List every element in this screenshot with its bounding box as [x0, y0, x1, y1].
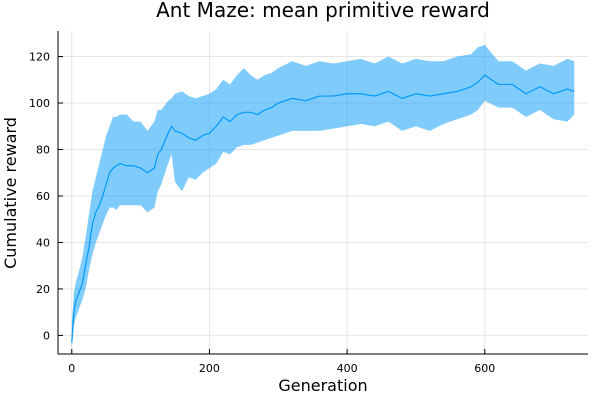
y-tick-label: 100: [29, 97, 50, 110]
y-axis-label: Cumulative reward: [1, 117, 20, 269]
x-tick-label: 0: [68, 362, 75, 375]
mean-line: [71, 74, 575, 343]
x-tick-label: 600: [474, 362, 495, 375]
tick-labels: 0 200 400 600 0 20 40 60 80 100 120: [29, 51, 495, 375]
y-tick-label: 0: [43, 329, 50, 342]
x-tick-label: 400: [337, 362, 358, 375]
x-tick-label: 200: [199, 362, 220, 375]
x-axis-label: Generation: [278, 376, 367, 395]
y-tick-label: 60: [36, 190, 50, 203]
axes: [57, 31, 588, 355]
y-tick-label: 120: [29, 51, 50, 64]
confidence-band-layer: [71, 44, 575, 350]
chart-title: Ant Maze: mean primitive reward: [156, 0, 490, 22]
mean-line-layer: [71, 74, 575, 343]
confidence-band: [71, 44, 575, 350]
y-tick-label: 80: [36, 144, 50, 157]
y-tick-label: 40: [36, 236, 50, 249]
y-tick-label: 20: [36, 283, 50, 296]
